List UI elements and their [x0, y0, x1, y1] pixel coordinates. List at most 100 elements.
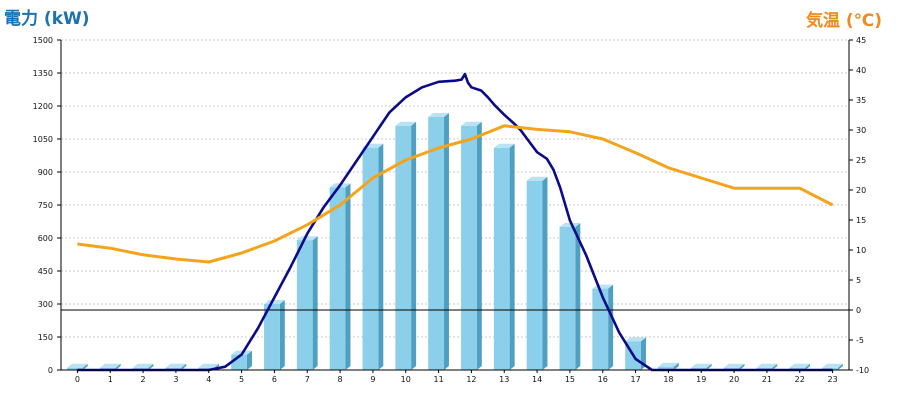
x-tick-label: 21 [762, 375, 772, 384]
left-tick-label: 1200 [33, 102, 53, 111]
bar-8 [329, 183, 351, 370]
bar-side [82, 363, 88, 370]
left-tick-label: 0 [48, 366, 53, 375]
bar-top [264, 300, 285, 304]
right-tick-label: 35 [856, 96, 866, 105]
bar-top [395, 121, 417, 126]
bar-7 [296, 236, 318, 370]
bar-front [493, 147, 510, 370]
bar-top [526, 176, 548, 181]
left-tick-label: 1350 [33, 69, 53, 78]
bar-side [739, 363, 745, 370]
left-tick-label: 300 [38, 300, 53, 309]
bar-14 [526, 176, 548, 370]
x-tick-label: 23 [827, 375, 837, 384]
x-tick-label: 22 [795, 375, 805, 384]
x-tick-label: 9 [370, 375, 375, 384]
bar-side [148, 363, 154, 370]
bar-12 [461, 121, 482, 370]
bar-side [115, 363, 121, 370]
x-tick-label: 5 [239, 375, 244, 384]
bar-top [461, 121, 482, 126]
bar-front [559, 227, 576, 370]
bar-top [165, 363, 187, 368]
bar-15 [559, 223, 581, 370]
bar-18 [658, 362, 679, 370]
bar-side [181, 363, 187, 370]
x-tick-label: 2 [141, 375, 146, 384]
left-tick-label: 150 [38, 333, 53, 342]
bar-11 [428, 113, 449, 370]
bar-side [640, 337, 646, 370]
x-tick-label: 19 [696, 375, 706, 384]
x-tick-label: 20 [729, 375, 739, 384]
x-tick-label: 12 [466, 375, 476, 384]
bar-front [264, 304, 280, 370]
bar-top [658, 362, 679, 367]
bar-top [789, 363, 811, 368]
bar-front [67, 367, 83, 370]
bar-top [690, 363, 712, 368]
bar-side [279, 300, 285, 370]
bar-front [362, 147, 379, 370]
right-tick-label: 0 [856, 306, 861, 315]
bar-16 [592, 284, 614, 370]
x-tick-label: 16 [598, 375, 608, 384]
bar-side [673, 362, 679, 370]
right-axis-title: 気温 (℃) [805, 11, 882, 31]
bar-front [296, 240, 313, 370]
x-tick-label: 11 [433, 375, 443, 384]
x-tick-label: 17 [630, 375, 640, 384]
bar-side [837, 363, 843, 370]
right-tick-label: -10 [856, 366, 869, 375]
right-tick-label: 25 [856, 156, 866, 165]
bar-front [526, 180, 543, 370]
x-tick-label: 15 [565, 375, 575, 384]
bar-side [476, 121, 482, 370]
x-tick-label: 3 [173, 375, 178, 384]
bar-side [411, 121, 417, 370]
x-tick-label: 6 [272, 375, 277, 384]
bar-top [559, 223, 581, 227]
x-tick-label: 0 [75, 375, 80, 384]
right-tick-label: 40 [856, 66, 866, 75]
left-tick-label: 600 [38, 234, 53, 243]
bar-side [542, 176, 548, 370]
right-tick-label: 5 [856, 276, 861, 285]
bar-top [67, 363, 88, 368]
bar-front [428, 117, 444, 370]
bar-13 [493, 143, 515, 370]
bar-side [246, 350, 252, 370]
bar-top [723, 363, 745, 368]
bar-top [493, 143, 515, 148]
x-tick-label: 10 [401, 375, 411, 384]
x-tick-label: 8 [338, 375, 343, 384]
bar-side [345, 183, 351, 370]
bar-top [625, 337, 646, 342]
bar-top [132, 363, 154, 368]
bar-front [658, 366, 674, 370]
bar-side [608, 284, 614, 370]
x-tick-label: 14 [532, 375, 542, 384]
bar-front [329, 187, 346, 370]
bar-side [772, 363, 778, 370]
bar-front [395, 125, 412, 370]
bar-layer [67, 113, 843, 370]
bar-top [99, 363, 121, 368]
bar-front [592, 288, 609, 370]
bar-side [805, 363, 811, 370]
bar-top [198, 363, 220, 368]
grid-layer [61, 39, 849, 338]
bar-top [296, 236, 318, 241]
left-tick-label: 1500 [33, 36, 53, 45]
bar-0 [67, 363, 88, 370]
bar-side [509, 143, 515, 370]
x-tick-label: 1 [108, 375, 113, 384]
bar-9 [362, 143, 384, 370]
bar-side [575, 223, 581, 370]
bar-top [428, 113, 449, 117]
x-tick-label: 4 [206, 375, 211, 384]
bar-10 [395, 121, 417, 370]
bar-top [822, 363, 843, 368]
